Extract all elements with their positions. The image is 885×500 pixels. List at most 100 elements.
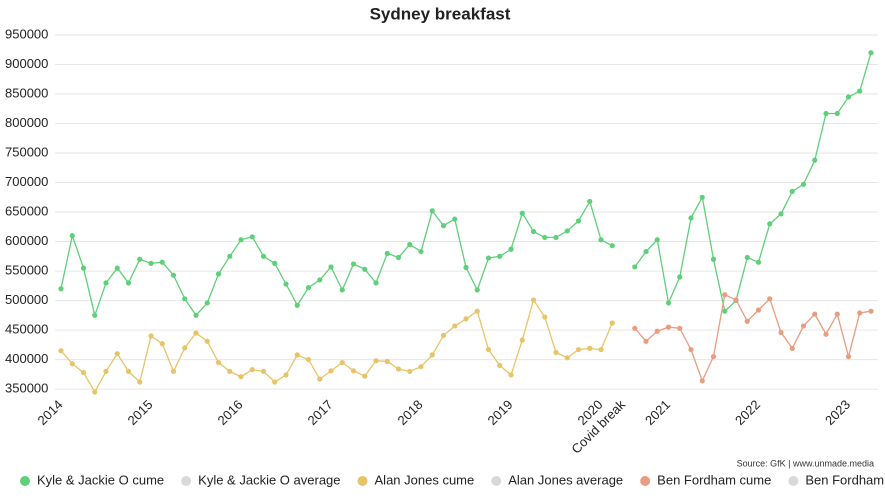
- data-point: [125, 280, 132, 286]
- data-point: [722, 292, 728, 298]
- legend-marker: [181, 476, 192, 486]
- data-point: [114, 351, 120, 357]
- data-point: [80, 369, 87, 376]
- data-point: [868, 50, 874, 56]
- x-tick-label: 2016: [214, 397, 245, 428]
- y-tick-label: 900000: [5, 56, 48, 71]
- data-point: [710, 354, 717, 360]
- data-point: [373, 358, 379, 364]
- data-point: [553, 349, 559, 356]
- data-point: [114, 265, 120, 271]
- data-point: [587, 345, 593, 351]
- data-point: [317, 277, 323, 283]
- legend-marker: [357, 476, 368, 486]
- data-point: [755, 307, 762, 313]
- data-point: [789, 188, 795, 194]
- data-point: [260, 368, 267, 374]
- data-point: [407, 368, 413, 374]
- data-point: [339, 287, 345, 293]
- data-point: [238, 374, 244, 380]
- data-point: [148, 260, 154, 266]
- data-point: [744, 318, 750, 324]
- data-point: [564, 355, 570, 361]
- data-point: [654, 328, 660, 334]
- data-point: [440, 332, 447, 338]
- data-point: [58, 348, 64, 354]
- data-point: [812, 311, 818, 317]
- legend-label: Alan Jones average: [508, 472, 623, 487]
- x-tick-label: 2014: [34, 397, 65, 428]
- data-point: [508, 372, 514, 378]
- chart-title: Sydney breakfast: [370, 4, 511, 23]
- data-point: [328, 368, 334, 374]
- data-point: [92, 312, 98, 318]
- data-point: [137, 379, 143, 385]
- y-tick-label: 850000: [5, 85, 48, 100]
- y-tick-label: 500000: [5, 292, 48, 307]
- data-point: [710, 256, 717, 262]
- x-tick-label: 2015: [124, 397, 155, 428]
- data-point: [170, 368, 177, 374]
- data-point: [857, 88, 863, 94]
- data-point: [587, 198, 593, 205]
- y-tick-label: 650000: [5, 203, 48, 218]
- y-tick-label: 750000: [5, 144, 48, 159]
- data-point: [744, 254, 750, 261]
- data-point: [440, 223, 447, 229]
- legend-marker: [788, 476, 799, 486]
- data-point: [418, 364, 424, 370]
- data-point: [542, 314, 548, 320]
- y-tick-label: 950000: [5, 26, 48, 41]
- data-point: [530, 228, 537, 235]
- data-point: [429, 208, 435, 214]
- data-point: [148, 333, 154, 339]
- data-point: [542, 234, 548, 241]
- data-point: [699, 378, 705, 384]
- data-point: [823, 110, 829, 117]
- data-point: [823, 331, 829, 337]
- data-point: [339, 359, 345, 366]
- data-point: [755, 259, 762, 265]
- data-point: [283, 372, 289, 378]
- data-point: [80, 265, 87, 271]
- data-point: [418, 248, 424, 255]
- series-line: [634, 293, 872, 383]
- data-point: [665, 300, 672, 306]
- x-tick-label: 2022: [732, 397, 763, 428]
- data-point: [598, 237, 604, 243]
- data-point: [722, 308, 728, 314]
- data-point: [362, 373, 368, 379]
- data-point: [384, 250, 390, 256]
- data-point: [778, 211, 784, 217]
- data-point: [575, 218, 582, 224]
- data-point: [834, 311, 840, 317]
- data-point: [677, 325, 683, 331]
- y-tick-label: 550000: [5, 263, 48, 278]
- data-point: [350, 261, 357, 267]
- data-point: [238, 237, 244, 243]
- data-point: [857, 310, 863, 316]
- data-point: [305, 356, 312, 363]
- data-point: [688, 346, 694, 353]
- x-tick-label: 2023: [822, 397, 853, 428]
- data-point: [384, 358, 390, 364]
- legend-marker: [640, 476, 651, 486]
- legend-label: Kyle & Jackie O average: [198, 472, 340, 487]
- data-point: [609, 320, 615, 326]
- legend-label: Kyle & Jackie O cume: [37, 472, 164, 487]
- legend-label: Ben Fordham cume: [657, 472, 771, 487]
- data-point: [632, 325, 638, 331]
- source-note: Source: GfK | www.unmade.media: [737, 458, 874, 468]
- data-point: [643, 248, 649, 255]
- data-point: [452, 216, 458, 222]
- x-tick-label: 2017: [304, 397, 335, 428]
- data-point: [272, 379, 278, 385]
- data-point: [474, 308, 480, 314]
- data-point: [193, 330, 199, 336]
- data-point: [452, 323, 458, 329]
- data-point: [350, 368, 357, 374]
- data-point: [463, 264, 469, 271]
- data-point: [103, 280, 109, 286]
- data-point: [834, 110, 840, 117]
